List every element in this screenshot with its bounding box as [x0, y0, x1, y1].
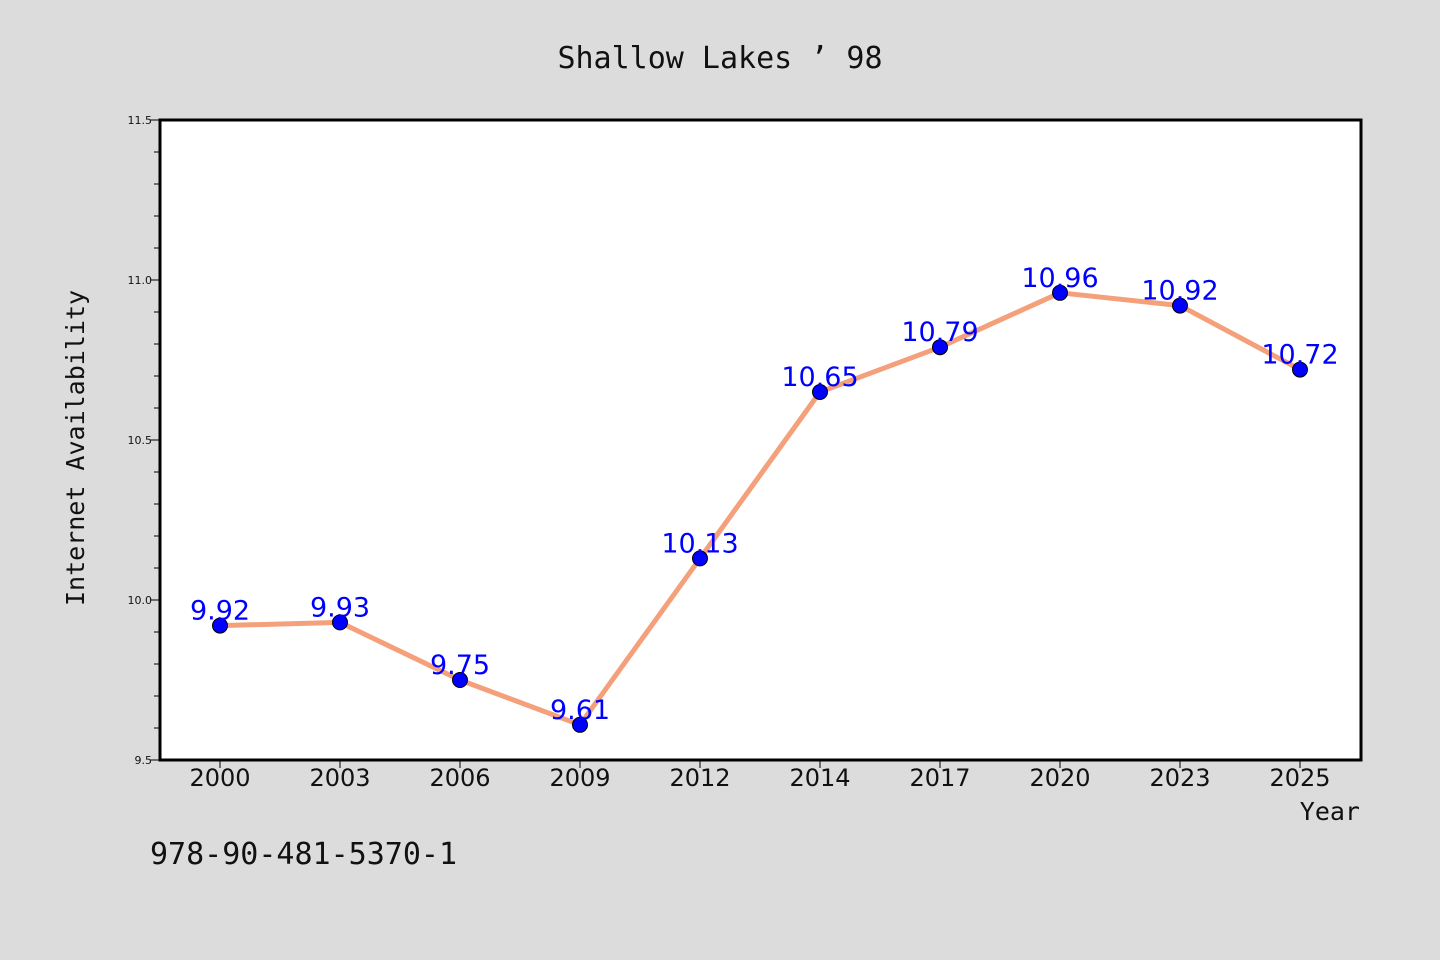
- data-point: [212, 617, 228, 634]
- data-point: [812, 384, 828, 400]
- x-tick-label: 2025: [1269, 764, 1330, 792]
- y-tick-label: 10.5: [128, 434, 153, 447]
- data-point: [932, 339, 948, 356]
- y-tick-label: 9.5: [135, 754, 153, 767]
- x-axis-label: Year: [1300, 797, 1360, 826]
- data-point: [572, 716, 588, 733]
- x-axis: 2000 2003 2006 2009 2012 2014 2017 2020 2023 2025: [189, 760, 1331, 792]
- data-point: [1052, 284, 1068, 301]
- plot-area: [158, 118, 1363, 762]
- y-tick-label: 11.5: [128, 114, 153, 127]
- data-label: 9.61: [550, 695, 610, 726]
- x-tick-label: 2020: [1029, 764, 1090, 792]
- data-label: 9.75: [430, 650, 490, 681]
- y-tick-label: 10.0: [128, 594, 153, 607]
- x-tick-label: 2017: [909, 764, 970, 792]
- x-tick-label: 2023: [1149, 764, 1210, 792]
- data-point: [332, 614, 348, 631]
- data-label: 10.65: [781, 362, 858, 393]
- y-tick-label: 11.0: [128, 274, 153, 287]
- x-tick-label: 2000: [189, 764, 250, 792]
- data-label: 10.96: [1021, 263, 1098, 294]
- data-point: [1172, 297, 1188, 314]
- data-point: [692, 550, 708, 567]
- data-point: [1292, 361, 1308, 378]
- x-tick-label: 2009: [549, 764, 610, 792]
- data-label: 10.79: [901, 317, 978, 348]
- data-label: 10.72: [1261, 340, 1338, 371]
- series-group: 9.92 9.93 9.75 9.61 10.13 10.65 10.79 10.96 10.9…: [190, 263, 1339, 733]
- data-label: 9.93: [310, 592, 370, 623]
- x-tick-label: 2006: [429, 764, 490, 792]
- data-label: 9.92: [190, 596, 250, 627]
- chart-title: Shallow Lakes ’ 98: [557, 41, 882, 76]
- isbn-annotation: 978-90-481-5370-1: [150, 837, 457, 872]
- x-tick-label: 2003: [309, 764, 370, 792]
- data-label: 10.13: [661, 528, 738, 559]
- x-tick-label: 2014: [789, 764, 850, 792]
- data-label: 10.92: [1141, 276, 1218, 307]
- y-axis: 9.5 10.0 10.5 11.0 11.5: [128, 114, 160, 767]
- y-axis-label: Internet Availability: [61, 290, 90, 606]
- x-tick-label: 2012: [669, 764, 730, 792]
- series-line: [217, 290, 1303, 728]
- data-point: [452, 672, 468, 688]
